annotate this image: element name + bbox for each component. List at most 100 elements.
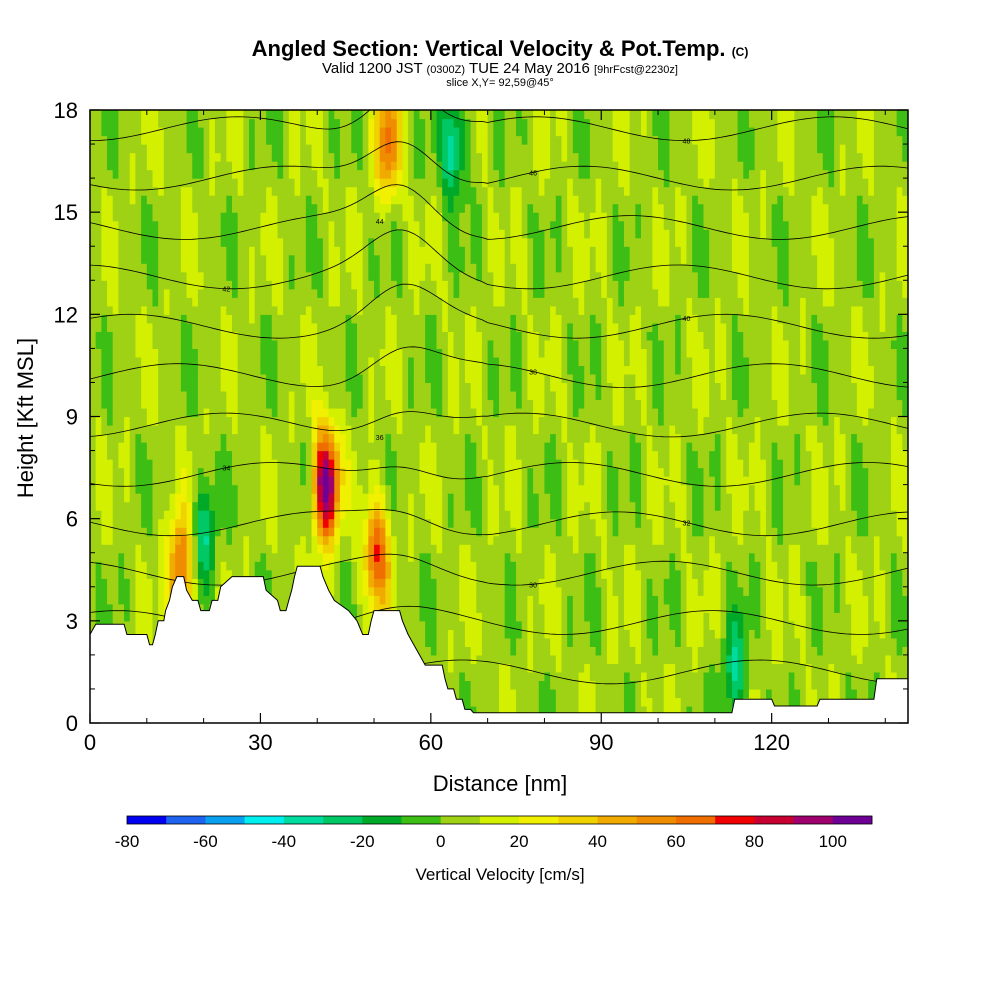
field-cell: [471, 365, 477, 374]
field-cell: [277, 536, 283, 545]
field-cell: [164, 280, 170, 289]
field-cell: [272, 212, 278, 221]
field-cell: [357, 144, 363, 153]
field-cell: [357, 263, 363, 272]
field-cell: [459, 382, 465, 391]
field-cell: [471, 595, 477, 604]
field-cell: [471, 246, 477, 255]
field-cell: [363, 357, 369, 366]
field-cell: [442, 612, 448, 621]
field-cell: [471, 110, 477, 119]
field-cell: [402, 408, 408, 417]
field-cell: [175, 365, 181, 374]
field-cell: [448, 212, 454, 221]
field-cell: [448, 595, 454, 604]
field-cell: [198, 229, 204, 238]
field-cell: [385, 127, 391, 136]
field-cell: [226, 417, 232, 426]
field-cell: [414, 110, 420, 119]
field-cell: [408, 348, 414, 357]
field-cell: [425, 399, 431, 408]
field-cell: [164, 374, 170, 383]
field-cell: [170, 187, 176, 196]
field-cell: [363, 536, 369, 545]
field-cell: [476, 442, 482, 451]
field-cell: [187, 331, 193, 340]
field-cell: [295, 527, 301, 536]
field-cell: [431, 417, 437, 426]
field-cell: [306, 536, 312, 545]
field-cell: [181, 127, 187, 136]
field-cell: [459, 357, 465, 366]
field-cell: [90, 399, 96, 408]
field-cell: [192, 195, 198, 204]
field-cell: [471, 655, 477, 664]
field-cell: [414, 297, 420, 306]
field-cell: [101, 195, 107, 204]
field-cell: [266, 238, 272, 247]
field-cell: [266, 178, 272, 187]
field-cell: [255, 178, 261, 187]
field-cell: [107, 178, 113, 187]
field-cell: [243, 510, 249, 519]
field-cell: [283, 161, 289, 170]
field-cell: [209, 119, 215, 128]
field-cell: [295, 382, 301, 391]
field-cell: [175, 468, 181, 477]
field-cell: [96, 382, 102, 391]
field-cell: [130, 476, 136, 485]
field-cell: [442, 646, 448, 655]
field-cell: [437, 578, 443, 587]
field-cell: [465, 621, 471, 630]
field-cell: [380, 374, 386, 383]
field-cell: [419, 527, 425, 536]
field-cell: [226, 255, 232, 264]
field-cell: [152, 110, 158, 119]
field-cell: [402, 238, 408, 247]
field-cell: [141, 204, 147, 213]
field-cell: [300, 187, 306, 196]
field-cell: [107, 408, 113, 417]
field-cell: [306, 365, 312, 374]
field-cell: [346, 578, 352, 587]
field-cell: [465, 680, 471, 689]
field-cell: [357, 476, 363, 485]
field-cell: [408, 595, 414, 604]
field-cell: [243, 272, 249, 281]
field-cell: [152, 187, 158, 196]
field-cell: [300, 451, 306, 460]
field-cell: [187, 306, 193, 315]
field-cell: [204, 365, 210, 374]
field-cell: [414, 536, 420, 545]
field-cell: [118, 178, 124, 187]
field-cell: [454, 408, 460, 417]
field-cell: [374, 246, 380, 255]
field-cell: [130, 408, 136, 417]
field-cell: [226, 408, 232, 417]
field-cell: [198, 391, 204, 400]
field-cell: [459, 476, 465, 485]
field-cell: [385, 578, 391, 587]
field-cell: [249, 544, 255, 553]
field-cell: [260, 434, 266, 443]
field-cell: [192, 391, 198, 400]
field-cell: [198, 178, 204, 187]
field-cell: [221, 204, 227, 213]
field-cell: [158, 587, 164, 596]
field-cell: [465, 323, 471, 332]
field-cell: [351, 391, 357, 400]
field-cell: [323, 280, 329, 289]
field-cell: [368, 510, 374, 519]
field-cell: [260, 127, 266, 136]
field-cell: [124, 459, 130, 468]
field-cell: [414, 587, 420, 596]
field-cell: [226, 536, 232, 545]
field-cell: [437, 459, 443, 468]
field-cell: [471, 255, 477, 264]
field-cell: [215, 348, 221, 357]
field-cell: [283, 255, 289, 264]
field-cell: [346, 289, 352, 298]
field-cell: [459, 604, 465, 613]
field-cell: [152, 323, 158, 332]
field-cell: [135, 459, 141, 468]
